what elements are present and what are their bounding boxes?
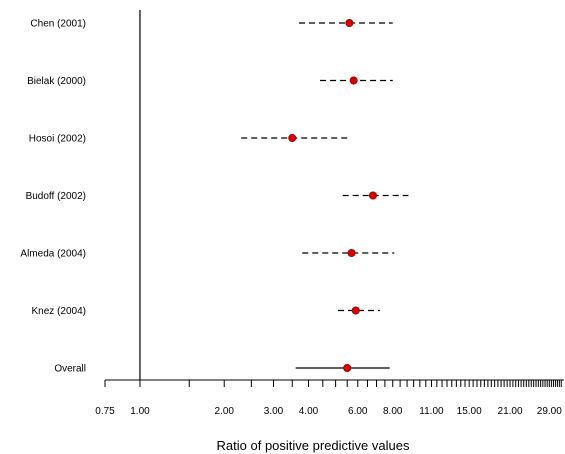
- tick-label: 2.00: [214, 406, 234, 417]
- tick-label: 8.00: [383, 406, 403, 417]
- x-axis-title: Ratio of positive predictive values: [217, 438, 410, 453]
- tick-label: 1.00: [130, 406, 150, 417]
- point-estimate: [347, 248, 356, 257]
- tick-label: 29.00: [537, 406, 562, 417]
- study-label: Knez (2004): [32, 306, 86, 317]
- point-estimate: [343, 363, 352, 372]
- tick-label: 15.00: [457, 406, 482, 417]
- point-estimate: [345, 18, 354, 27]
- point-estimate: [349, 76, 358, 85]
- point-estimate: [368, 191, 377, 200]
- study-label: Hosoi (2002): [29, 134, 86, 145]
- point-estimate: [288, 133, 297, 142]
- study-label: Chen (2001): [30, 19, 86, 30]
- tick-label: 4.00: [299, 406, 319, 417]
- tick-label: 21.00: [498, 406, 523, 417]
- study-label: Almeda (2004): [20, 249, 86, 260]
- study-label: Overall: [54, 364, 86, 375]
- tick-label: 6.00: [348, 406, 368, 417]
- point-estimate: [351, 306, 360, 315]
- tick-label: 11.00: [419, 406, 444, 417]
- tick-label: 0.75: [95, 406, 115, 417]
- tick-label: 3.00: [264, 406, 284, 417]
- study-label: Budoff (2002): [26, 191, 86, 202]
- study-label: Bielak (2000): [27, 76, 86, 87]
